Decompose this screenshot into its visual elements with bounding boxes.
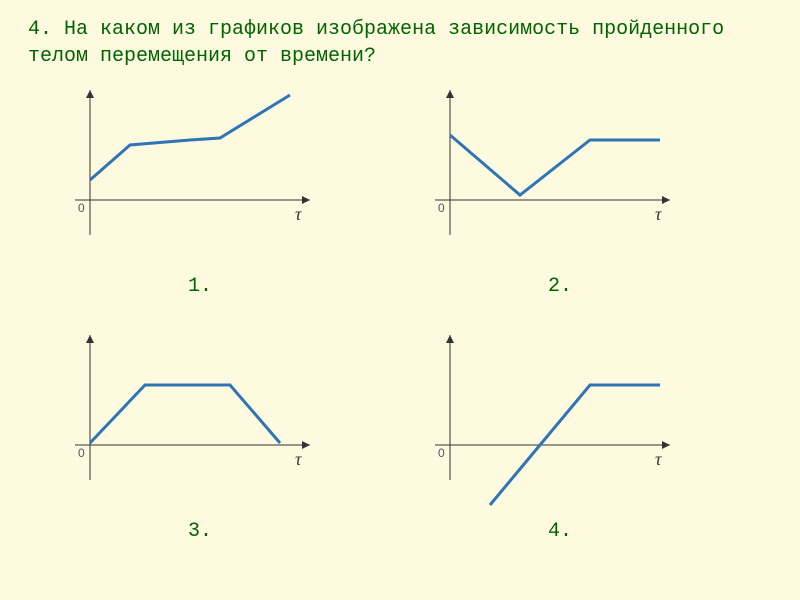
chart-2-svg: 0 τ: [430, 90, 690, 270]
origin-label: 0: [438, 201, 445, 215]
x-axis-arrow: [302, 441, 310, 449]
y-axis-arrow: [86, 90, 94, 98]
chart-1-svg: 0 τ: [70, 90, 330, 270]
chart-3-label: 3.: [70, 520, 330, 543]
chart-2-label: 2.: [430, 275, 690, 298]
x-axis-arrow: [662, 441, 670, 449]
x-axis-label: τ: [295, 204, 302, 224]
chart-4-svg: 0 τ: [430, 335, 690, 515]
y-axis-arrow: [446, 90, 454, 98]
chart-3-svg: 0 τ: [70, 335, 330, 515]
chart-1-label: 1.: [70, 275, 330, 298]
chart-3-line: [90, 385, 280, 443]
chart-4: 0 τ 4.: [430, 335, 690, 543]
chart-2-line: [450, 135, 660, 195]
y-axis-arrow: [446, 335, 454, 343]
y-axis-arrow: [86, 335, 94, 343]
chart-3: 0 τ 3.: [70, 335, 330, 543]
x-axis-arrow: [662, 196, 670, 204]
chart-grid: 0 τ 1. 0 τ 2. 0 τ 3.: [40, 90, 780, 590]
chart-2: 0 τ 2.: [430, 90, 690, 298]
x-axis-label: τ: [295, 449, 302, 469]
chart-4-label: 4.: [430, 520, 690, 543]
origin-label: 0: [78, 201, 85, 215]
x-axis-label: τ: [655, 449, 662, 469]
question-text: 4. На каком из графиков изображена завис…: [28, 16, 772, 70]
chart-1: 0 τ 1.: [70, 90, 330, 298]
x-axis-label: τ: [655, 204, 662, 224]
chart-1-line: [90, 95, 290, 180]
origin-label: 0: [78, 446, 85, 460]
x-axis-arrow: [302, 196, 310, 204]
origin-label: 0: [438, 446, 445, 460]
